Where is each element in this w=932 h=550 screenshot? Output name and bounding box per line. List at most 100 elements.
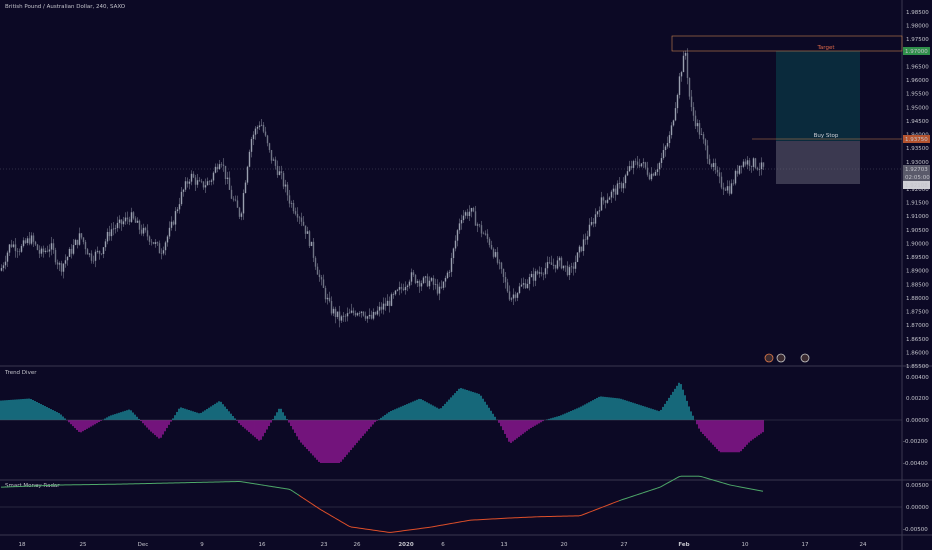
candle-body [156, 242, 159, 244]
candle-body [66, 256, 69, 261]
candle-body [252, 134, 255, 140]
x-label: 16 [259, 542, 266, 548]
candle-body [598, 210, 601, 212]
price-tick: 1.98000 [906, 24, 929, 30]
candle-body [288, 195, 291, 204]
candle-body [134, 218, 137, 223]
candle-body [550, 262, 553, 265]
candle-body [20, 245, 23, 252]
x-label: Feb [678, 542, 689, 548]
candle-body [552, 264, 555, 266]
candle-body [62, 263, 65, 272]
candle-body [216, 166, 219, 170]
candle-body [270, 149, 273, 161]
candle-body [308, 231, 311, 246]
candle-body [138, 220, 141, 230]
candle-body [408, 281, 411, 286]
candle-body [688, 77, 691, 97]
candle-body [448, 271, 451, 273]
candle-body [698, 123, 701, 135]
candle-body [142, 227, 145, 234]
candle-body [228, 177, 231, 190]
candle-body [222, 164, 225, 166]
radar-line-segment [332, 516, 336, 519]
x-label: 10 [742, 542, 749, 548]
candle-body [368, 314, 371, 317]
candle-body [518, 286, 521, 294]
candle-body [732, 183, 735, 184]
candle-body [542, 274, 545, 275]
candle-body [730, 183, 733, 194]
radar-line-segment [642, 491, 646, 494]
event-icon[interactable] [800, 353, 810, 363]
x-label: 25 [80, 542, 87, 548]
candle-body [724, 189, 727, 191]
candle-body [316, 266, 319, 275]
radar-line-segment [290, 489, 294, 492]
radar-line-segment [720, 481, 724, 484]
event-icon[interactable] [776, 353, 786, 363]
radar-line-segment [652, 488, 656, 490]
candle-body [16, 251, 19, 252]
candle-body [480, 225, 483, 234]
candle-body [262, 124, 265, 132]
candle-body [232, 198, 235, 200]
candle-body [516, 293, 519, 298]
candle-body [32, 235, 35, 242]
candle-body [502, 268, 505, 277]
radar-line-segment [322, 510, 326, 513]
candle-body [300, 217, 303, 222]
candle-body [472, 207, 475, 212]
candle-body [154, 242, 157, 244]
candle-body [700, 134, 703, 135]
candle-body [596, 211, 599, 215]
candle-body [430, 278, 433, 281]
candle-body [136, 220, 139, 223]
radar-line-segment [346, 524, 350, 527]
candle-body [384, 303, 387, 306]
candle-body [612, 188, 615, 192]
radar-line-segment [312, 504, 316, 507]
candle-body [586, 236, 589, 240]
candle-body [600, 197, 603, 211]
candle-body [566, 265, 569, 276]
candle-body [36, 244, 39, 250]
candle-body [456, 230, 459, 241]
candle-body [618, 183, 621, 184]
candle-body [614, 188, 617, 195]
candle-body [454, 240, 457, 249]
candle-body [218, 164, 221, 170]
candle-body [450, 258, 453, 272]
candle-body [210, 180, 213, 182]
candle-body [358, 312, 361, 314]
candle-body [568, 267, 571, 276]
event-icon[interactable] [764, 353, 774, 363]
candle-body [6, 252, 9, 262]
radar-line-segment [722, 482, 726, 485]
candle-body [510, 298, 513, 300]
candle-body [8, 244, 11, 253]
candle-body [740, 165, 743, 167]
candle-body [264, 131, 267, 136]
candle-body [394, 290, 397, 295]
candle-body [386, 300, 389, 306]
candle-body [548, 262, 551, 263]
candle-body [194, 177, 197, 185]
candle-body [462, 215, 465, 221]
candle-body [52, 243, 55, 251]
radar-line-segment [318, 508, 322, 511]
candle-body [684, 53, 687, 56]
radar-line-segment [702, 476, 706, 479]
candle-body [514, 294, 517, 298]
candle-body [672, 120, 675, 126]
trend-tick: -0.00200 [903, 439, 928, 445]
candle-body [260, 124, 263, 126]
candle-body [714, 163, 717, 170]
candle-body [124, 217, 127, 222]
trend-tick: 0.00000 [906, 418, 929, 424]
candle-body [166, 236, 169, 243]
candle-body [642, 162, 645, 164]
candle-body [278, 171, 281, 175]
candle-body [630, 166, 633, 168]
